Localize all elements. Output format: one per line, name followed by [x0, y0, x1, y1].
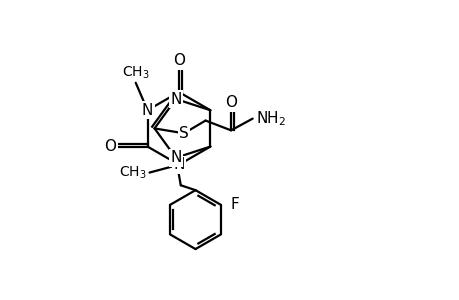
Text: N: N [170, 92, 181, 106]
Text: N: N [173, 157, 184, 172]
Text: N: N [170, 150, 181, 165]
Text: O: O [104, 139, 116, 154]
Text: F: F [230, 197, 239, 212]
Text: O: O [224, 95, 236, 110]
Text: CH$_3$: CH$_3$ [122, 64, 149, 81]
Text: N: N [141, 103, 153, 118]
Text: CH$_3$: CH$_3$ [119, 164, 146, 181]
Text: O: O [173, 53, 185, 68]
Text: S: S [179, 126, 189, 141]
Text: NH$_2$: NH$_2$ [255, 109, 285, 128]
